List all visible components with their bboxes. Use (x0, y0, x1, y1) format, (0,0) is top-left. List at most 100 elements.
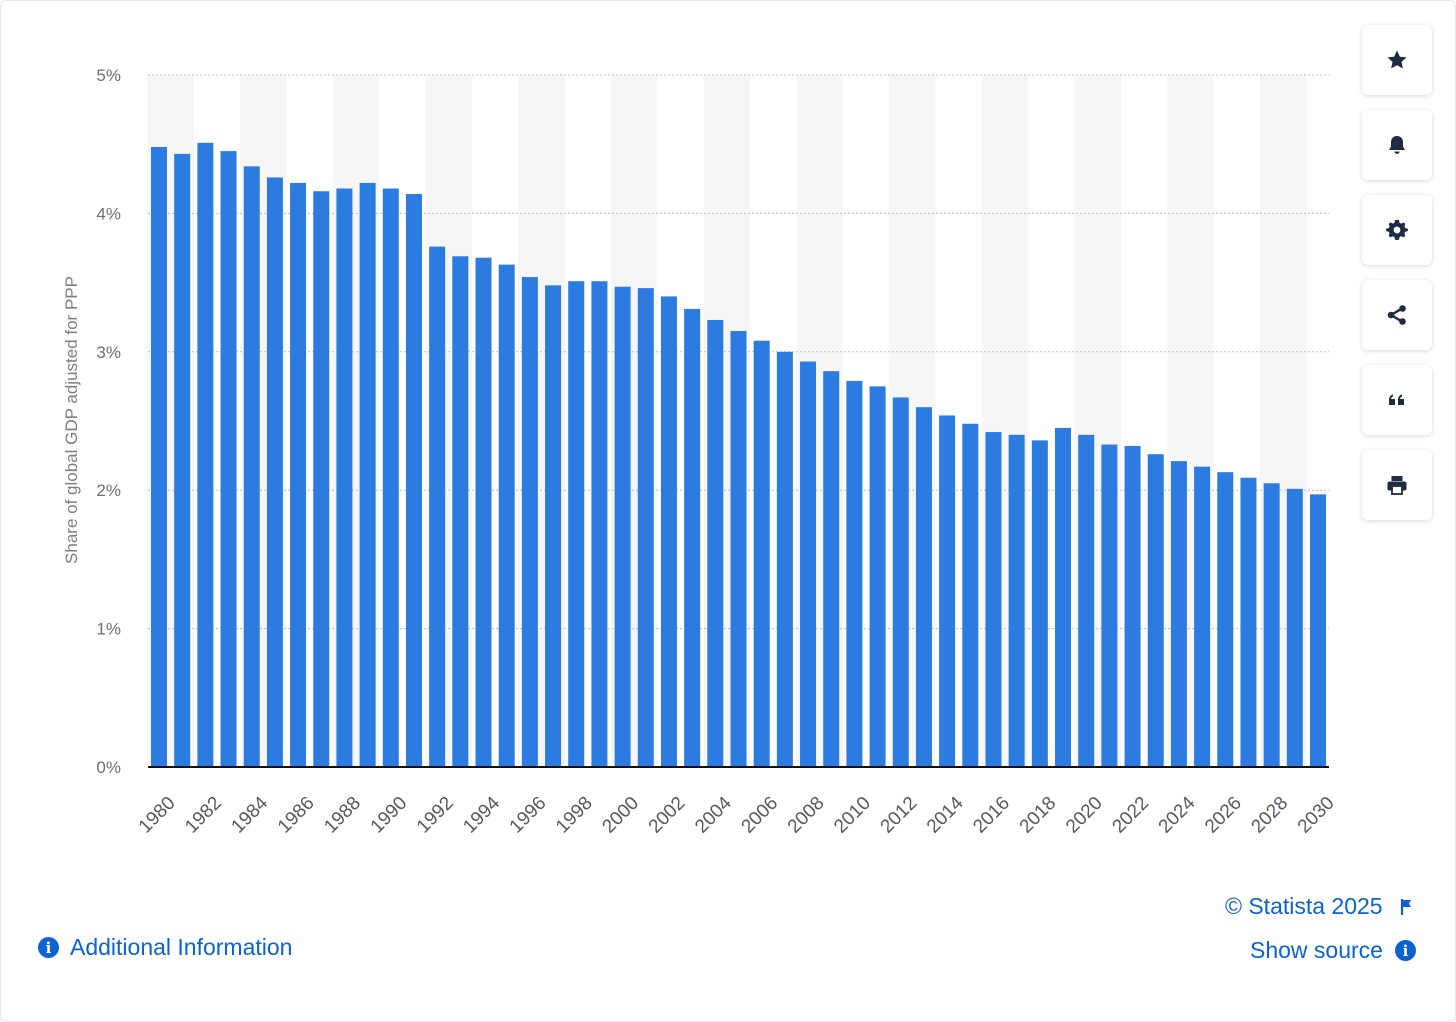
share-icon (1387, 305, 1406, 325)
bar[interactable] (151, 146, 167, 767)
bar[interactable] (290, 182, 307, 767)
favorite-button[interactable] (1362, 25, 1432, 95)
x-tick-label: 2026 (1201, 793, 1246, 838)
x-tick-label: 1994 (459, 792, 504, 837)
bar[interactable] (823, 371, 840, 767)
y-axis-ticks: 0% 1% 2% 3% 4% 5% (96, 66, 121, 777)
bar[interactable] (776, 351, 793, 767)
additional-information-text: Additional Information (70, 934, 293, 960)
bar[interactable] (962, 423, 979, 767)
x-tick-label: 1990 (367, 793, 412, 838)
bar[interactable] (939, 415, 956, 767)
bar[interactable] (1101, 444, 1118, 767)
copyright-text: © Statista 2025 (1225, 893, 1383, 919)
bar[interactable] (707, 319, 724, 767)
bar[interactable] (359, 182, 376, 767)
y-tick-label: 0% (96, 758, 121, 777)
x-tick-label: 2020 (1062, 793, 1107, 838)
bar[interactable] (521, 277, 538, 767)
x-tick-label: 2016 (969, 793, 1014, 838)
additional-information-link[interactable]: i Additional Information (38, 934, 292, 961)
quote-icon (1389, 394, 1404, 405)
bar[interactable] (313, 191, 330, 768)
x-tick-label: 2000 (598, 793, 643, 838)
x-axis-ticks: 1980 1982 1984 1986 1988 1990 1992 1994 1996 1998… (135, 792, 1339, 837)
bar[interactable] (614, 286, 631, 767)
bar[interactable] (1217, 472, 1234, 767)
y-tick-label: 3% (96, 343, 121, 362)
x-tick-label: 2030 (1294, 793, 1339, 838)
x-tick-label: 1992 (413, 793, 458, 838)
show-source-link[interactable]: Show source i (1250, 937, 1416, 964)
star-icon (1387, 50, 1407, 69)
y-tick-label: 4% (96, 204, 121, 223)
bar[interactable] (1194, 466, 1211, 767)
bar[interactable] (429, 246, 446, 768)
bar[interactable] (892, 397, 909, 767)
show-source-text: Show source (1250, 937, 1383, 963)
bar[interactable] (243, 166, 260, 767)
x-tick-label: 1996 (506, 793, 551, 838)
bar[interactable] (1310, 494, 1326, 767)
bar[interactable] (1078, 434, 1095, 767)
x-tick-label: 1982 (181, 793, 226, 838)
bar[interactable] (1008, 434, 1025, 767)
bars (151, 142, 1326, 768)
bar[interactable] (869, 386, 886, 767)
bar[interactable] (1286, 488, 1303, 767)
y-tick-label: 2% (96, 481, 121, 500)
x-tick-label: 1998 (552, 793, 597, 838)
settings-button[interactable] (1362, 195, 1432, 265)
bar[interactable] (545, 285, 562, 767)
bar[interactable] (1147, 454, 1164, 767)
copyright-link[interactable]: © Statista 2025 (1225, 893, 1417, 920)
bar[interactable] (591, 281, 608, 767)
bar[interactable] (266, 177, 283, 767)
share-button[interactable] (1362, 280, 1432, 350)
y-tick-label: 1% (96, 620, 121, 639)
bar[interactable] (382, 188, 399, 767)
bar[interactable] (174, 153, 191, 767)
info-icon: i (38, 937, 59, 958)
x-tick-label: 2006 (738, 793, 783, 838)
bar[interactable] (405, 194, 422, 768)
x-tick-label: 2002 (645, 793, 690, 838)
bar[interactable] (1263, 483, 1280, 767)
bell-icon (1389, 136, 1405, 154)
bar[interactable] (197, 142, 214, 768)
x-tick-label: 2004 (691, 792, 736, 837)
bar[interactable] (568, 281, 585, 767)
x-tick-label: 2008 (784, 793, 829, 838)
print-button[interactable] (1362, 450, 1432, 520)
cite-button[interactable] (1362, 365, 1432, 435)
bar[interactable] (220, 151, 237, 767)
x-tick-label: 2010 (830, 793, 875, 838)
x-tick-label: 2028 (1247, 793, 1292, 838)
bar[interactable] (1031, 440, 1048, 767)
x-tick-label: 1984 (228, 792, 273, 837)
bar[interactable] (1055, 427, 1072, 767)
y-tick-label: 5% (96, 66, 121, 85)
info-icon: i (1394, 940, 1416, 961)
bar[interactable] (1170, 461, 1187, 767)
x-tick-label: 1988 (320, 793, 365, 838)
bar[interactable] (660, 296, 677, 767)
bar[interactable] (452, 256, 469, 767)
bar[interactable] (1124, 445, 1141, 767)
bar[interactable] (684, 308, 701, 767)
bar[interactable] (498, 264, 515, 767)
bar[interactable] (730, 331, 747, 767)
x-tick-label: 2024 (1155, 792, 1200, 837)
bar[interactable] (915, 407, 932, 767)
bar[interactable] (846, 380, 863, 767)
bar[interactable] (800, 361, 817, 767)
bar[interactable] (753, 340, 770, 767)
bar[interactable] (1240, 477, 1257, 767)
gear-icon (1386, 219, 1408, 240)
bar[interactable] (475, 257, 492, 767)
bar[interactable] (985, 432, 1002, 767)
bar[interactable] (336, 188, 353, 767)
x-tick-label: 2014 (923, 792, 968, 837)
bar[interactable] (637, 288, 654, 767)
notification-button[interactable] (1362, 110, 1432, 180)
